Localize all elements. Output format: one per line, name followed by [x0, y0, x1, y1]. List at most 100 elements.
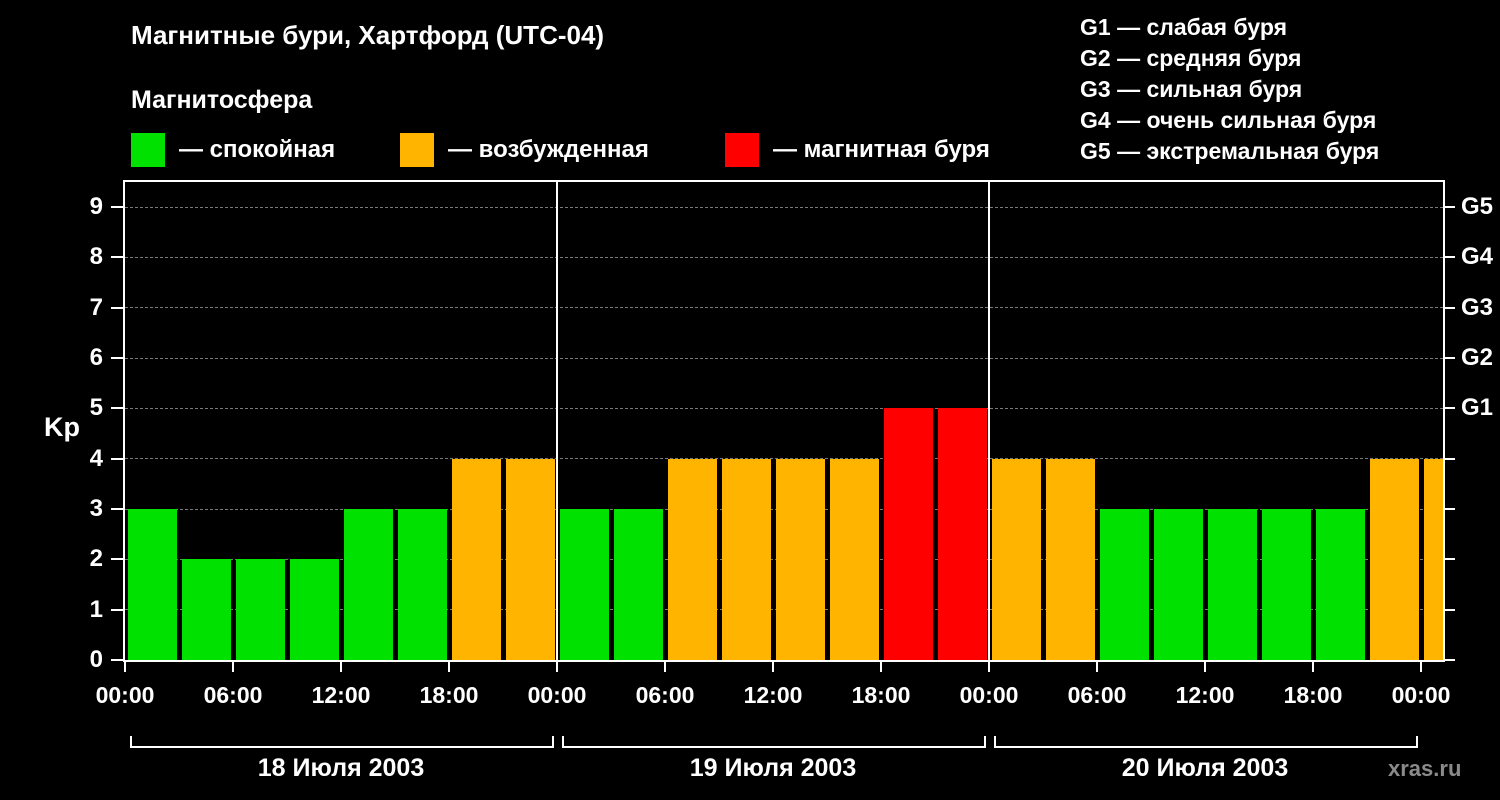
kp-bar	[722, 458, 771, 660]
y-tick-right	[1445, 558, 1455, 561]
x-tick	[340, 662, 342, 672]
y-tick-label: 6	[89, 344, 103, 372]
y-tick-label: 4	[89, 444, 103, 472]
x-tick	[988, 662, 990, 672]
y-tick-right	[1445, 357, 1455, 360]
x-tick-label: 00:00	[959, 682, 1019, 708]
gridline-kp-5	[125, 407, 1443, 409]
x-tick-label: 18:00	[419, 682, 479, 708]
legend-item-excited: — возбужденная	[400, 132, 649, 168]
kp-bar	[128, 509, 177, 660]
x-tick-label: 12:00	[1175, 682, 1235, 708]
x-tick-label: 18:00	[851, 682, 911, 708]
y-tick-label: 8	[89, 243, 103, 271]
x-tick	[1420, 662, 1422, 672]
kp-bar	[1262, 509, 1311, 660]
x-tick	[880, 662, 882, 672]
kp-bar	[938, 408, 987, 660]
kp-bar	[182, 559, 231, 660]
g-scale-legend-line: G1 — слабая буря	[1080, 14, 1288, 40]
day-label: 18 Июля 2003	[257, 754, 425, 782]
day-separator	[556, 182, 558, 660]
y-tick-left	[111, 558, 123, 561]
x-tick-label: 12:00	[743, 682, 803, 708]
x-tick	[1096, 662, 1098, 672]
kp-bar	[398, 509, 447, 660]
kp-bar	[236, 559, 285, 660]
x-tick-label: 06:00	[1067, 682, 1127, 708]
y-tick-label: 5	[89, 394, 103, 422]
gridline-kp-6	[125, 357, 1443, 359]
kp-bar	[776, 458, 825, 660]
kp-bar	[1370, 458, 1419, 660]
g-scale-legend-line: G4 — очень сильная буря	[1080, 107, 1377, 133]
x-tick-label: 06:00	[635, 682, 695, 708]
kp-bar	[992, 458, 1041, 660]
x-tick-label: 00:00	[527, 682, 587, 708]
y-tick-label: 3	[89, 495, 103, 523]
day-label: 19 Июля 2003	[689, 754, 857, 782]
y-tick-left	[111, 306, 123, 309]
y-tick-right	[1445, 206, 1455, 209]
legend-item-label: — магнитная буря	[773, 136, 990, 163]
storm-color-swatch	[725, 133, 759, 167]
y-tick-left	[111, 407, 123, 410]
day-separator	[988, 182, 990, 660]
y-tick-label: 1	[89, 595, 103, 623]
y-tick-left	[111, 256, 123, 259]
y-axis-title: Kp	[44, 412, 80, 442]
gridline-kp-9	[125, 206, 1443, 208]
kp-bar	[1100, 509, 1149, 660]
x-tick-label: 18:00	[1283, 682, 1343, 708]
y-tick-right	[1445, 256, 1455, 259]
day-bracket	[130, 736, 554, 748]
kp-bar	[452, 458, 501, 660]
g-scale-legend: G1 — слабая буря G2 — средняя буря G3 — си…	[1080, 12, 1379, 167]
quiet-color-swatch	[131, 133, 165, 167]
kp-bar	[560, 509, 609, 660]
kp-bar	[1046, 458, 1095, 660]
x-tick	[124, 662, 126, 672]
y-tick-label: 9	[89, 193, 103, 221]
g-axis-label-g5: G5	[1461, 193, 1494, 221]
legend-item-quiet: — спокойная	[131, 132, 335, 168]
day-bracket	[994, 736, 1418, 748]
g-scale-legend-line: G5 — экстремальная буря	[1080, 138, 1380, 164]
y-tick-right	[1445, 407, 1455, 410]
plot-area	[123, 180, 1445, 662]
y-tick-right	[1445, 306, 1455, 309]
legend-item-label: — спокойная	[179, 136, 336, 163]
y-tick-label: 0	[89, 646, 103, 673]
gridline-kp-4	[125, 458, 1443, 460]
y-tick-label: 2	[89, 545, 103, 573]
y-tick-label: 7	[89, 293, 103, 321]
y-tick-left	[111, 508, 123, 511]
y-tick-left	[111, 206, 123, 209]
x-tick	[1204, 662, 1206, 672]
day-label: 20 Июля 2003	[1121, 754, 1289, 782]
x-tick	[1312, 662, 1314, 672]
kp-bar	[614, 509, 663, 660]
kp-bar	[668, 458, 717, 660]
g-axis-label-g3: G3	[1461, 293, 1494, 321]
gridline-kp-7	[125, 307, 1443, 309]
g-axis-label-g2: G2	[1461, 344, 1494, 372]
x-tick	[664, 662, 666, 672]
kp-bar	[1316, 509, 1365, 660]
x-tick	[556, 662, 558, 672]
y-tick-right	[1445, 608, 1455, 611]
excited-color-swatch	[400, 133, 434, 167]
y-tick-right	[1445, 508, 1455, 511]
kp-bar	[830, 458, 879, 660]
x-tick-label: 00:00	[1391, 682, 1451, 708]
x-tick-label: 00:00	[95, 682, 155, 708]
x-tick-label: 06:00	[203, 682, 263, 708]
plot-inner	[125, 182, 1443, 660]
kp-bar	[1208, 509, 1257, 660]
legend-item-label: — возбужденная	[448, 136, 649, 163]
y-tick-left	[111, 357, 123, 360]
g-scale-legend-line: G3 — сильная буря	[1080, 76, 1303, 102]
day-bracket	[562, 736, 986, 748]
page-title: Магнитные бури, Хартфорд (UTC-04)	[131, 20, 605, 50]
